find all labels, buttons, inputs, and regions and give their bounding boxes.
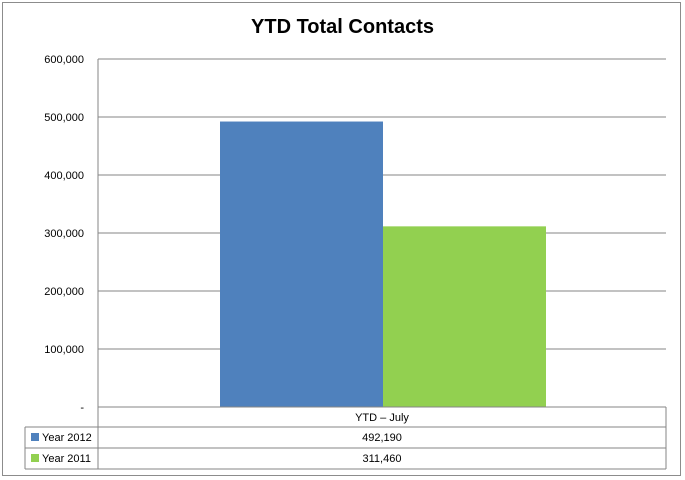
y-tick-label: 400,000 (44, 170, 84, 182)
chart-title: YTD Total Contacts (251, 16, 434, 38)
bar-year-2012 (220, 121, 383, 408)
legend-swatch (31, 433, 39, 441)
y-tick-label: 600,000 (44, 54, 84, 66)
data-label: 311,460 (363, 453, 402, 465)
legend-swatch (31, 454, 39, 462)
category-label: YTD – July (355, 412, 409, 424)
data-label: 492,190 (362, 432, 402, 444)
y-tick-label: 100,000 (44, 344, 84, 356)
legend-label: Year 2011 (42, 453, 91, 465)
legend-label: Year 2012 (42, 432, 92, 444)
y-tick-label: 200,000 (44, 286, 84, 298)
y-tick-label: - (80, 402, 84, 414)
y-tick-label: 300,000 (44, 228, 84, 240)
bar-year-2011 (383, 226, 546, 407)
y-tick-label: 500,000 (44, 112, 84, 124)
